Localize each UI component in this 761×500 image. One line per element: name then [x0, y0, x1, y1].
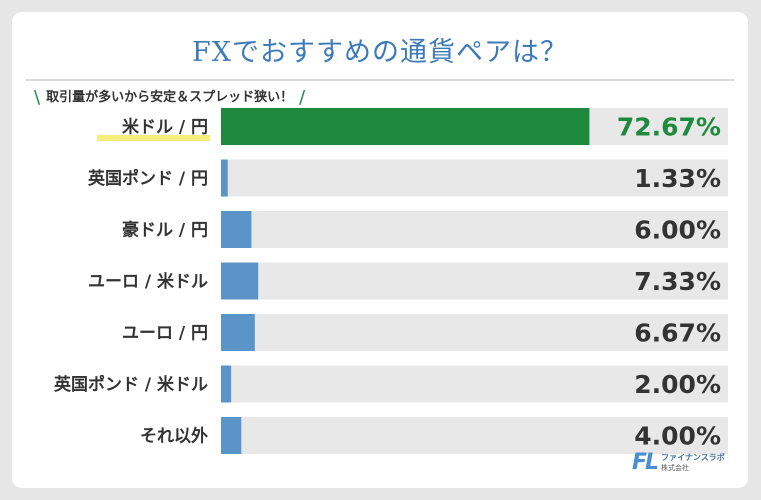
category-label: 米ドル / 円	[122, 117, 208, 138]
bar	[221, 108, 590, 145]
title-divider	[26, 79, 734, 81]
logo-mark: FL	[632, 450, 659, 475]
bar-track	[221, 365, 728, 403]
category-label: ユーロ / 円	[122, 324, 208, 344]
bar-track	[221, 417, 728, 454]
value-label: 4.00%	[634, 422, 721, 451]
category-label: 英国ポンド / 円	[88, 168, 208, 189]
category-label: それ以外	[140, 426, 208, 447]
bar	[221, 314, 255, 351]
bar-track	[221, 314, 728, 351]
subtitle-text: 取引量が多いから安定＆スプレッド狭い！	[46, 90, 294, 105]
category-label: ユーロ / 米ドル	[88, 271, 208, 292]
bar-track	[221, 211, 728, 248]
bar-track	[221, 262, 728, 300]
bar	[221, 365, 232, 403]
bar	[221, 159, 228, 197]
subtitle-slash-left: \	[34, 87, 41, 108]
value-label: 72.67%	[617, 113, 721, 142]
bar	[221, 262, 259, 300]
subtitle-slash-right: /	[299, 87, 306, 108]
value-label: 2.00%	[634, 370, 721, 399]
chart-title: FXでおすすめの通貨ペアは？	[192, 37, 568, 68]
category-label: 豪ドル / 円	[122, 220, 208, 241]
value-label: 6.00%	[634, 216, 721, 245]
bar	[221, 211, 252, 248]
bar	[221, 417, 242, 454]
value-label: 1.33%	[634, 164, 721, 193]
value-label: 7.33%	[634, 267, 721, 296]
logo-corp: 株式会社	[661, 463, 690, 472]
category-label: 英国ポンド / 米ドル	[54, 374, 208, 395]
chart-card: FXでおすすめの通貨ペアは？ \ 取引量が多いから安定＆スプレッド狭い！ /	[12, 12, 748, 488]
chart-subtitle: \ 取引量が多いから安定＆スプレッド狭い！ /	[34, 86, 305, 108]
logo-text: ファイナンスラボ 株式会社	[661, 453, 725, 473]
category-highlight	[97, 135, 210, 141]
brand-logo: FL ファイナンスラボ 株式会社	[632, 450, 725, 475]
value-label: 6.67%	[634, 319, 721, 348]
logo-name: ファイナンスラボ	[661, 452, 725, 462]
bar-track	[221, 159, 728, 197]
